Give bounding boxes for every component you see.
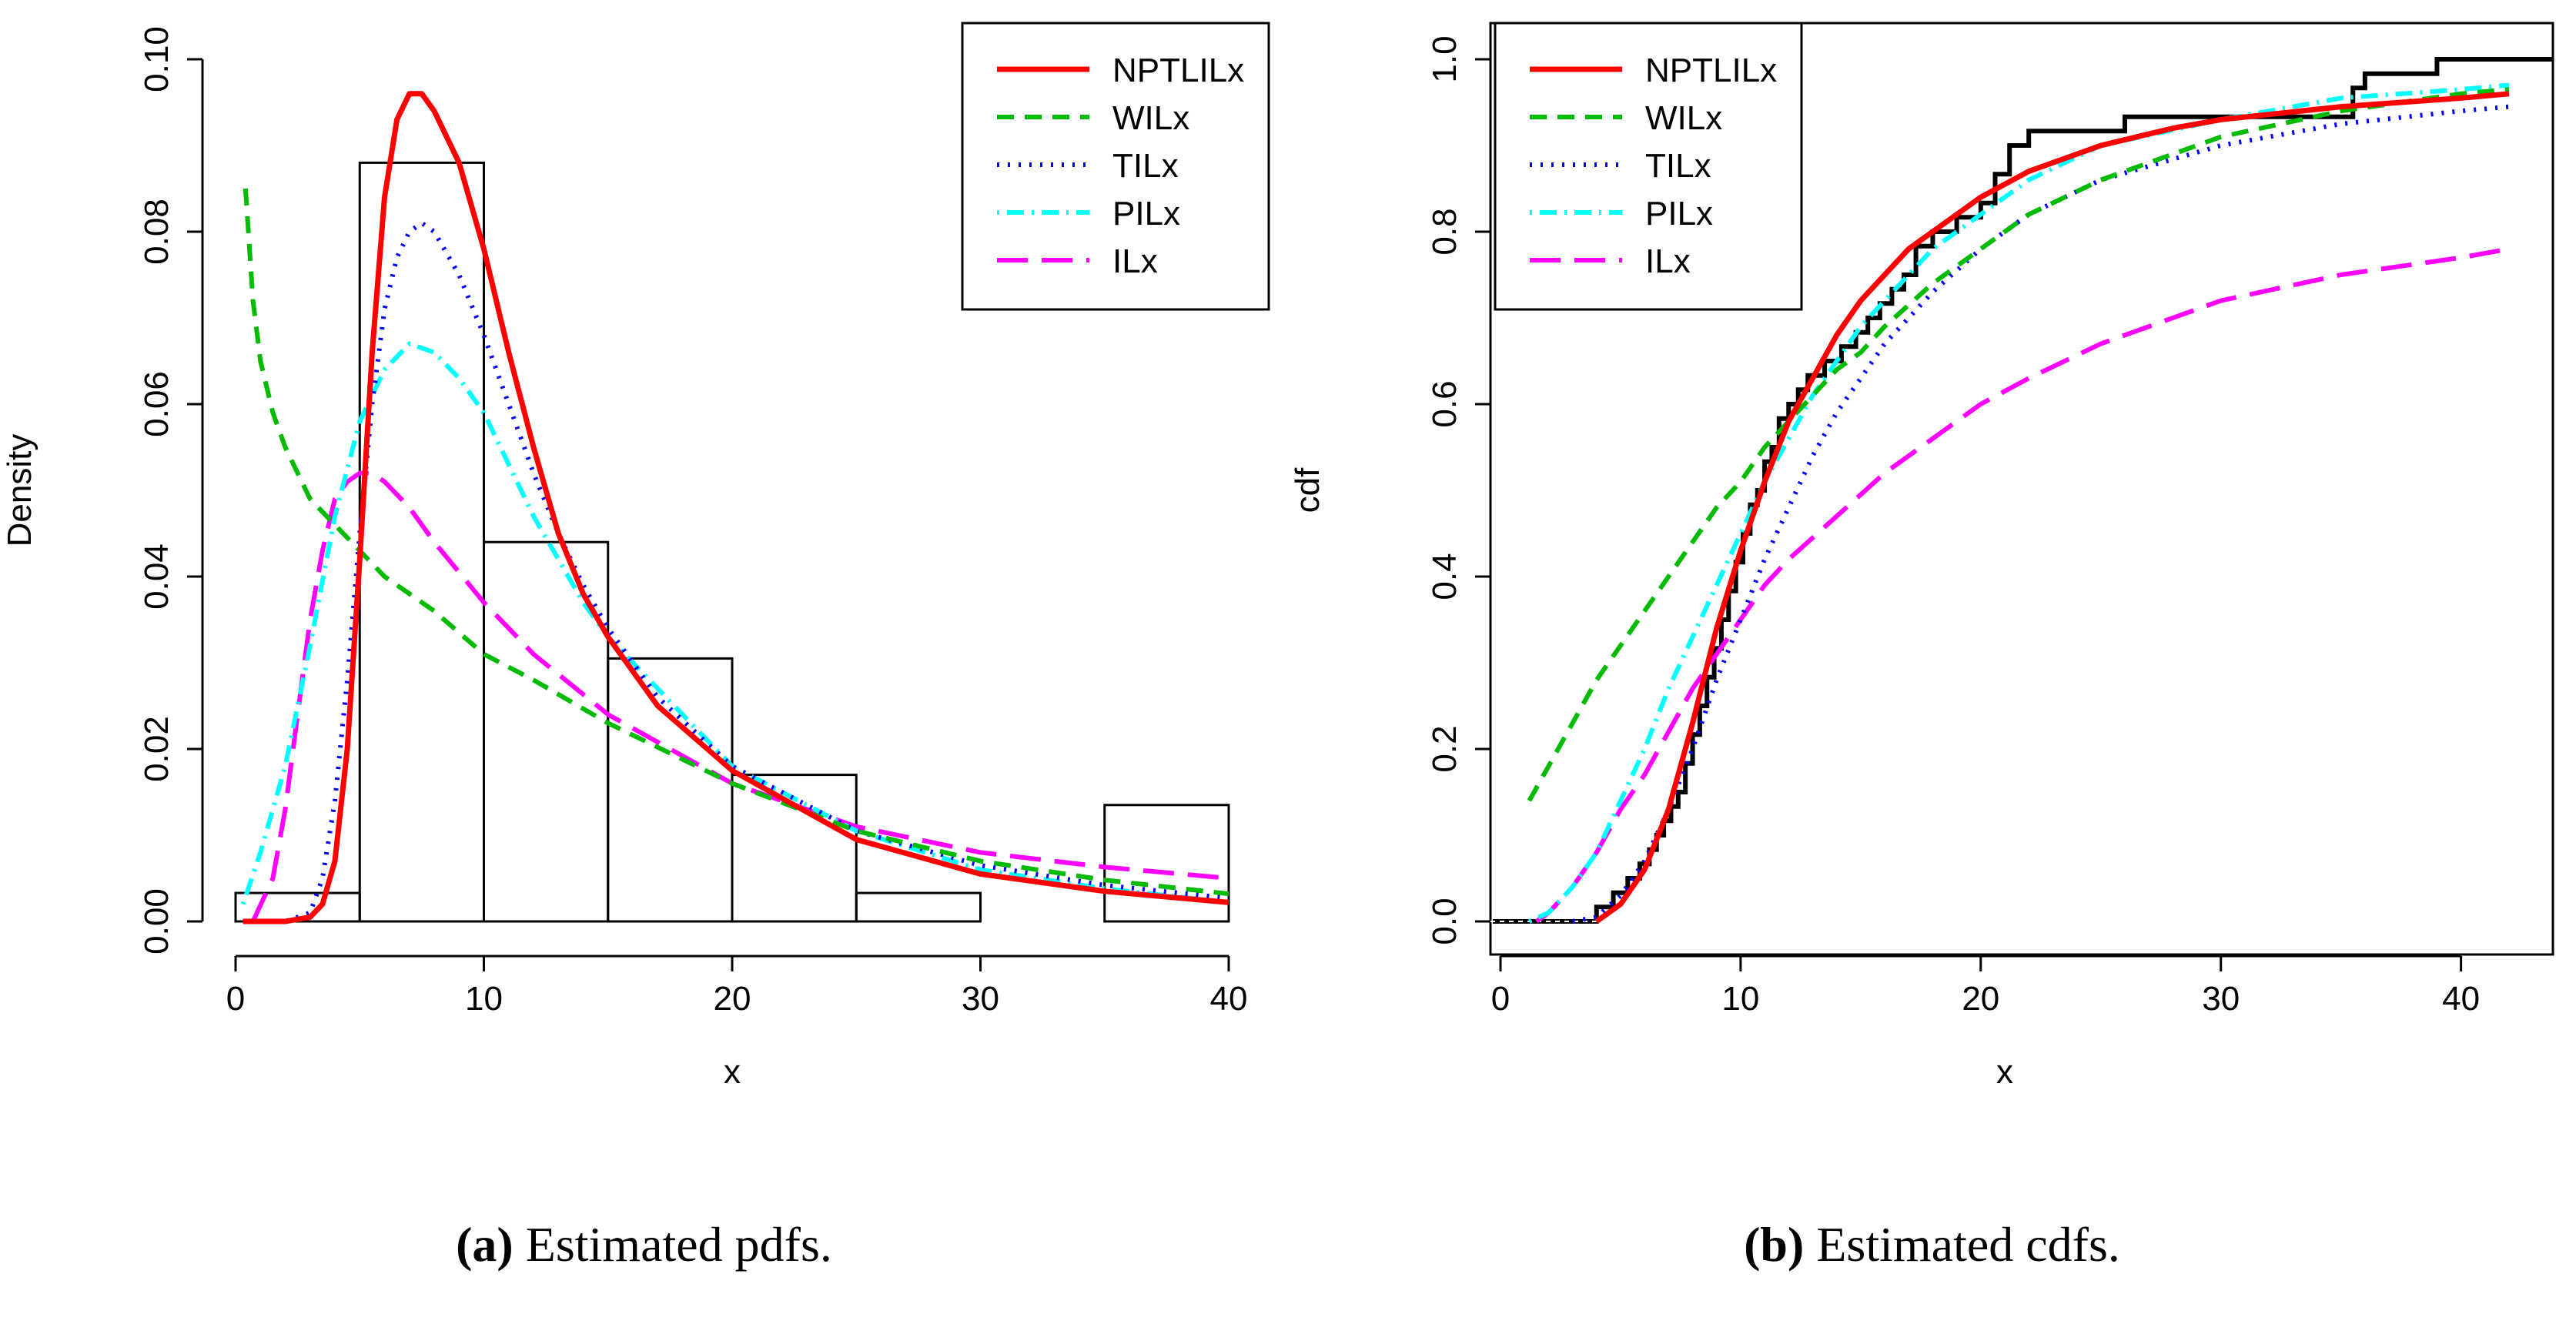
series-line-ilx (1535, 246, 2510, 924)
pdf-caption-label: (a) (456, 1217, 514, 1272)
y-tick-label: 0.06 (138, 371, 176, 437)
x-axis-label: x (724, 1053, 741, 1091)
histogram-bar (607, 657, 734, 923)
x-tick-label: 20 (1962, 980, 1999, 1018)
x-axis-label: x (1996, 1053, 2013, 1091)
y-axis-label: cdf (1289, 467, 1326, 513)
pdf-caption: (a) Estimated pdfs. (0, 1216, 1288, 1273)
legend-label-tilx: TILx (1112, 147, 1179, 185)
histogram-bar (855, 891, 982, 923)
y-tick-label: 0.2 (1426, 725, 1464, 772)
cdf-chart: 0 10 20 30 40 x 0.0 0.2 0.4 0.6 0.8 1.0 cdf NPTLILx WI… (1289, 22, 2554, 1091)
y-tick-label: 0.08 (138, 199, 176, 265)
y-tick-label: 0.00 (138, 888, 176, 955)
y-tick-label: 0.6 (1426, 380, 1464, 427)
y-tick-label: 0.4 (1426, 553, 1464, 600)
x-tick-label: 30 (962, 980, 999, 1018)
series-line-nptlilx (243, 91, 1229, 924)
y-axis-label: Density (1, 434, 38, 547)
pdf-chart: 0 10 20 30 40 x 0.00 0.02 0.04 0.06 0.08 0.10 Densit… (1, 22, 1270, 1091)
cdf-caption-label: (b) (1744, 1217, 1805, 1272)
x-tick-label: 40 (1210, 980, 1248, 1018)
histogram-bar (731, 774, 858, 923)
series-line-wilx (1527, 87, 2510, 802)
x-tick-label: 30 (2202, 980, 2240, 1018)
cdf-caption: (b) Estimated cdfs. (1288, 1216, 2576, 1273)
series-line-tilx (243, 220, 1229, 924)
histogram-bar (483, 540, 610, 923)
pdf-chart-panel: 0 10 20 30 40 x 0.00 0.02 0.04 0.06 0.08 0.10 Densit… (0, 22, 1288, 1273)
legend-label-nptlilx: NPTLILx (1645, 52, 1777, 89)
series-line-tilx (1572, 104, 2510, 924)
legend-label-ilx: ILx (1645, 242, 1691, 280)
x-tick-label: 40 (2442, 980, 2480, 1018)
cdf-chart-panel: 0 10 20 30 40 x 0.0 0.2 0.4 0.6 0.8 1.0 cdf NPTLILx WI… (1288, 0, 2576, 1324)
legend-label-nptlilx: NPTLILx (1112, 52, 1244, 89)
legend-label-ilx: ILx (1112, 242, 1158, 280)
series-line-ilx (250, 470, 1229, 923)
series-line-nptlilx (1594, 91, 2510, 924)
legend: NPTLILx WILx TILx PILx ILx (961, 22, 1270, 311)
series-line-wilx (243, 188, 1229, 897)
legend-label-wilx: WILx (1645, 99, 1722, 137)
legend-label-pilx: PILx (1645, 195, 1713, 232)
series-line-pilx (1528, 82, 2510, 924)
x-tick-label: 10 (465, 980, 503, 1018)
y-tick-label: 1.0 (1426, 35, 1464, 82)
legend-label-pilx: PILx (1112, 195, 1180, 232)
y-tick-label: 0.04 (138, 543, 176, 610)
legend: NPTLILx WILx TILx PILx ILx (1494, 22, 1803, 311)
x-tick-label: 0 (226, 980, 245, 1018)
y-tick-label: 0.10 (138, 26, 176, 92)
histogram-bar (1103, 804, 1230, 923)
x-tick-label: 10 (1721, 980, 1759, 1018)
cdf-caption-text: Estimated cdfs. (1816, 1217, 2120, 1272)
y-tick-label: 0.8 (1426, 208, 1464, 255)
legend-label-tilx: TILx (1645, 147, 1711, 185)
y-tick-label: 0.02 (138, 716, 176, 782)
histogram (234, 161, 1230, 923)
y-tick-label: 0.0 (1426, 898, 1464, 945)
x-tick-label: 20 (714, 980, 751, 1018)
pdf-caption-text: Estimated pdfs. (525, 1217, 832, 1272)
series-line-pilx (240, 341, 1229, 905)
x-tick-label: 0 (1491, 980, 1510, 1018)
legend-label-wilx: WILx (1112, 99, 1189, 137)
